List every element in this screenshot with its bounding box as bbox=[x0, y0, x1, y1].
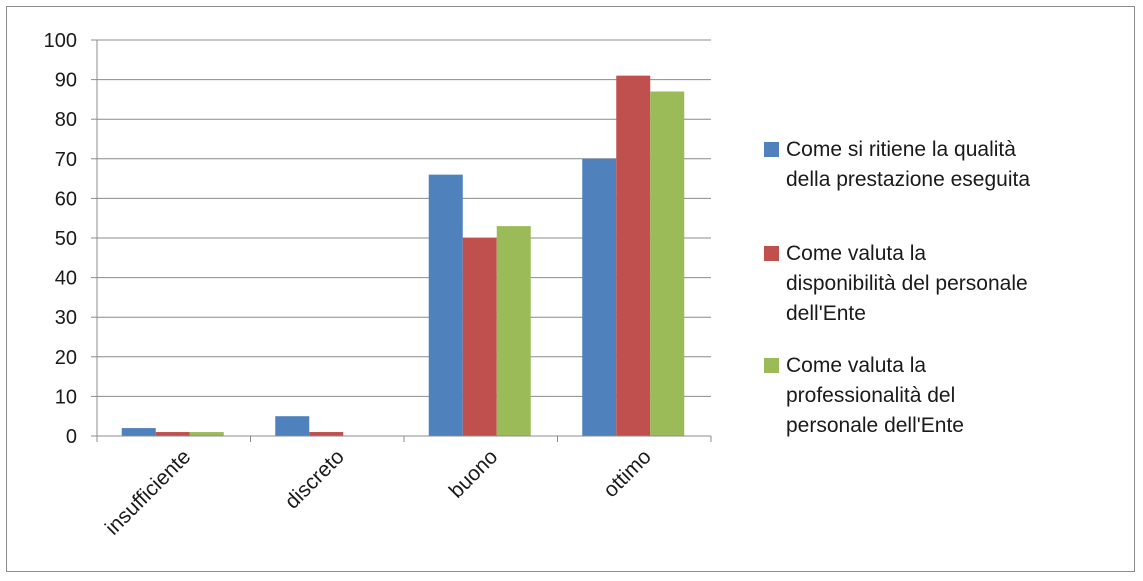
y-tick-label: 10 bbox=[55, 386, 77, 408]
x-tick-label: ottimo bbox=[599, 445, 656, 502]
y-tick-label: 0 bbox=[66, 426, 77, 448]
bar bbox=[121, 428, 156, 436]
bars bbox=[121, 75, 685, 437]
y-tick-label: 100 bbox=[44, 30, 77, 52]
bar bbox=[189, 432, 224, 436]
bar bbox=[155, 432, 190, 436]
legend-label-line: della prestazione eseguita bbox=[786, 168, 1030, 191]
y-tick-label: 80 bbox=[55, 109, 77, 131]
legend: Come si ritiene la qualità della prestazi… bbox=[764, 138, 1030, 437]
x-tick-label: buono bbox=[445, 445, 503, 503]
legend-label-line: professionalità del bbox=[786, 384, 955, 407]
x-tick-label: discreto bbox=[281, 445, 349, 513]
legend-swatch bbox=[764, 142, 779, 157]
y-tick-label: 50 bbox=[55, 228, 77, 250]
legend-label-line: Come valuta la bbox=[786, 242, 926, 265]
x-axis-ticks: insufficiente discreto buono ottimo bbox=[101, 445, 656, 539]
y-tick-label: 60 bbox=[55, 188, 77, 210]
legend-label: Come valuta la professionalità del persona… bbox=[786, 354, 964, 437]
legend-label: Come valuta la disponibilità del personal… bbox=[786, 242, 1028, 325]
y-tick-label: 40 bbox=[55, 268, 77, 290]
legend-label-line: personale dell'Ente bbox=[786, 414, 964, 437]
x-tick-label: insufficiente bbox=[101, 445, 195, 539]
legend-label-line: disponibilità del personale bbox=[786, 272, 1028, 295]
y-tick-label: 70 bbox=[55, 149, 77, 171]
legend-label: Come si ritiene la qualità della prestazi… bbox=[786, 138, 1030, 191]
bar bbox=[428, 174, 463, 436]
y-tick-label: 20 bbox=[55, 347, 77, 369]
axes bbox=[91, 39, 712, 442]
legend-label-line: dell'Ente bbox=[786, 302, 866, 325]
y-tick-label: 90 bbox=[55, 70, 77, 92]
bar bbox=[616, 75, 651, 436]
legend-label-line: Come si ritiene la qualità bbox=[786, 138, 1016, 161]
bar bbox=[582, 158, 617, 437]
y-axis-ticks: 0 10 20 30 40 50 60 70 80 90 100 bbox=[44, 30, 77, 448]
legend-swatch bbox=[764, 246, 779, 261]
y-tick-label: 30 bbox=[55, 307, 77, 329]
bar bbox=[275, 416, 310, 436]
bar bbox=[462, 238, 497, 436]
legend-swatch bbox=[764, 358, 779, 373]
bar bbox=[309, 432, 344, 436]
chart-frame bbox=[6, 6, 1135, 572]
bar bbox=[496, 226, 531, 436]
bar bbox=[650, 91, 685, 436]
legend-label-line: Come valuta la bbox=[786, 354, 926, 377]
